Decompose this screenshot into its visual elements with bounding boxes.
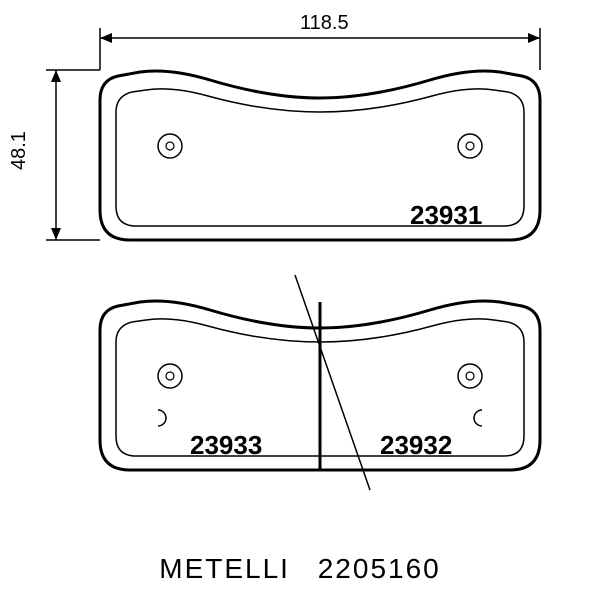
top-pad-part-number: 23931 [410, 200, 482, 231]
bottom-brake-pad [100, 275, 540, 490]
technical-drawing: 118.5 48.1 23931 23933 23932 [10, 10, 590, 550]
width-dimension-label: 118.5 [300, 12, 349, 35]
drawing-svg [10, 10, 590, 550]
bottom-right-part-number: 23932 [380, 430, 452, 461]
footer: METELLI 2205160 [0, 553, 600, 585]
height-dimension-label: 48.1 [8, 131, 31, 170]
height-dimension [46, 70, 100, 240]
bottom-left-part-number: 23933 [190, 430, 262, 461]
part-number: 2205160 [318, 553, 441, 584]
brand-name: METELLI [159, 553, 290, 584]
